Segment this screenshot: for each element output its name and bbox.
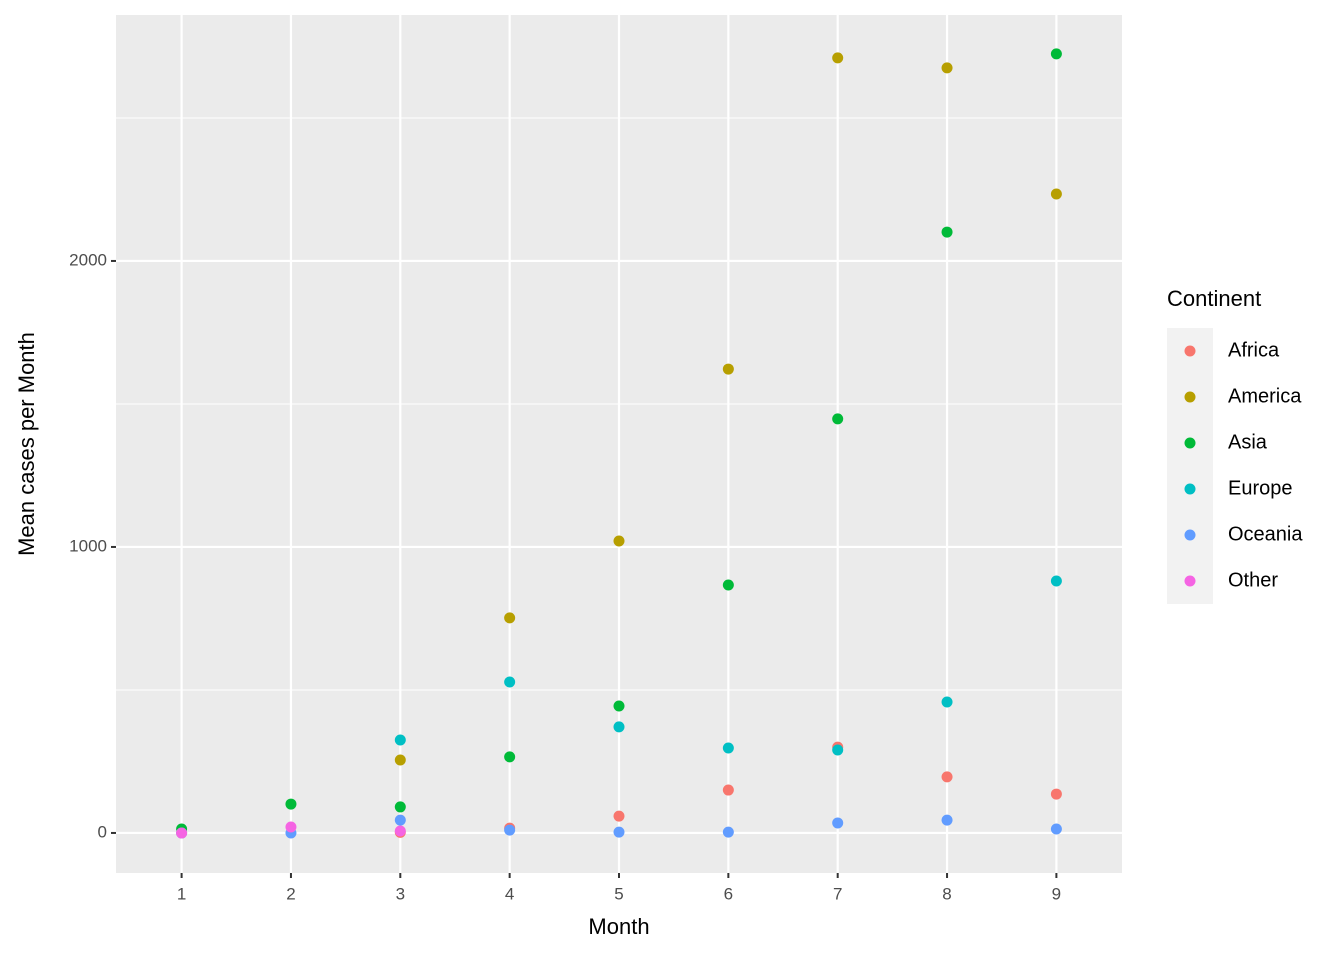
- x-tick-label: 8: [942, 884, 951, 903]
- point: [1050, 575, 1062, 587]
- point: [832, 817, 844, 829]
- legend-label: America: [1228, 385, 1302, 407]
- legend-background: [1167, 328, 1213, 604]
- x-tick-label: 3: [396, 884, 405, 903]
- point: [1050, 188, 1062, 200]
- legend-key: [1184, 391, 1196, 403]
- y-tick-label: 2000: [69, 250, 107, 269]
- y-axis-title: Mean cases per Month: [14, 332, 39, 556]
- point: [832, 744, 844, 756]
- point: [285, 798, 297, 810]
- point: [394, 825, 406, 837]
- x-tick-label: 5: [614, 884, 623, 903]
- y-tick-label: 0: [98, 822, 107, 841]
- point: [394, 734, 406, 746]
- legend-key: [1184, 483, 1196, 495]
- point: [504, 612, 516, 624]
- point: [176, 827, 188, 839]
- point: [941, 771, 953, 783]
- point: [941, 814, 953, 826]
- point: [1050, 48, 1062, 60]
- point: [722, 784, 734, 796]
- point: [285, 821, 297, 833]
- y-tick-label: 1000: [69, 536, 107, 555]
- point: [1050, 823, 1062, 835]
- x-tick-label: 4: [505, 884, 514, 903]
- legend-label: Europe: [1228, 477, 1293, 499]
- point: [941, 696, 953, 708]
- point: [504, 751, 516, 763]
- legend-title: Continent: [1167, 286, 1261, 311]
- point: [832, 413, 844, 425]
- point: [613, 700, 625, 712]
- point: [832, 52, 844, 64]
- point: [613, 721, 625, 733]
- legend-label: Asia: [1228, 431, 1268, 453]
- legend-key: [1184, 529, 1196, 541]
- point: [941, 62, 953, 74]
- point: [722, 826, 734, 838]
- x-tick-label: 2: [286, 884, 295, 903]
- x-tick-label: 9: [1052, 884, 1061, 903]
- point: [941, 226, 953, 238]
- point: [394, 754, 406, 766]
- x-tick-label: 7: [833, 884, 842, 903]
- point: [394, 801, 406, 813]
- point: [722, 363, 734, 375]
- point: [613, 535, 625, 547]
- point: [1050, 788, 1062, 800]
- point: [504, 824, 516, 836]
- point: [722, 742, 734, 754]
- x-tick-label: 1: [177, 884, 186, 903]
- legend-label: Africa: [1228, 339, 1280, 361]
- x-axis-title: Month: [588, 914, 649, 939]
- point: [722, 579, 734, 591]
- legend-key: [1184, 437, 1196, 449]
- legend-key: [1184, 345, 1196, 357]
- point: [504, 676, 516, 688]
- legend-label: Other: [1228, 569, 1278, 591]
- point: [613, 826, 625, 838]
- legend-key: [1184, 575, 1196, 587]
- point: [613, 810, 625, 822]
- x-tick-label: 6: [724, 884, 733, 903]
- point: [394, 814, 406, 826]
- legend-label: Oceania: [1228, 523, 1303, 545]
